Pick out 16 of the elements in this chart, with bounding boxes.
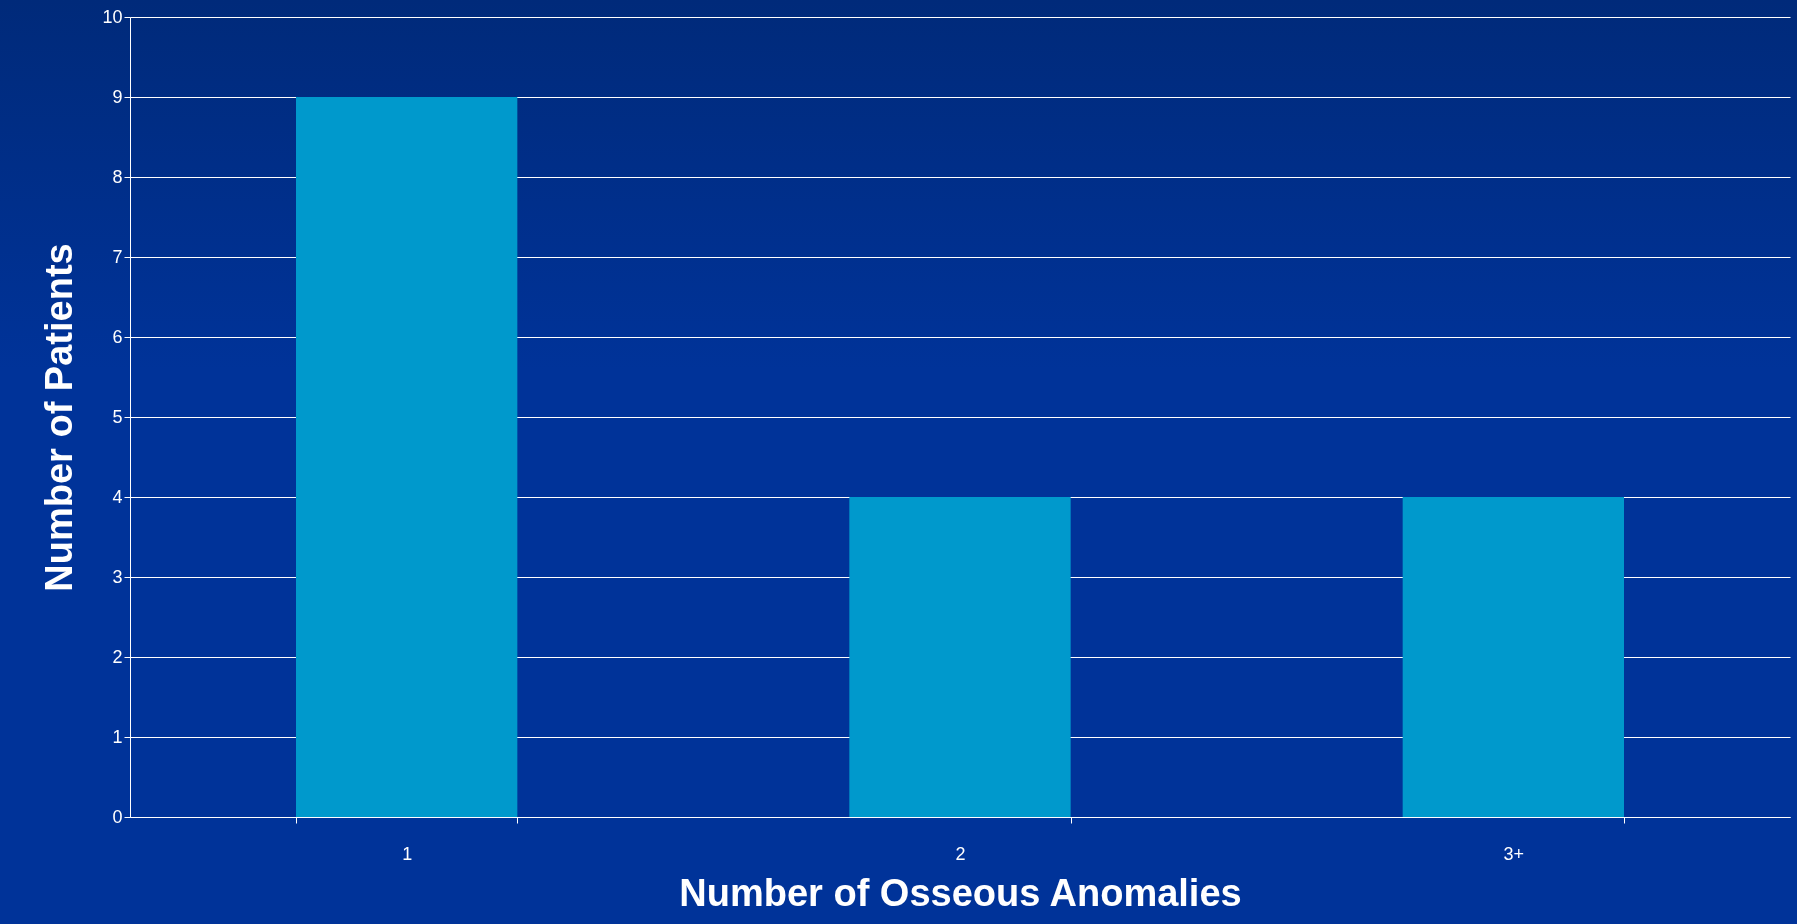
x-axis-title: Number of Osseous Anomalies: [679, 871, 1242, 914]
y-tick-label: 3: [112, 566, 123, 587]
y-tick-label: 6: [112, 326, 123, 347]
x-tick-label: 3+: [1503, 843, 1525, 864]
y-tick-label: 2: [112, 646, 123, 667]
y-tick-label: 1: [112, 726, 123, 747]
y-tick-label: 4: [112, 486, 123, 507]
y-tick-label: 10: [102, 6, 123, 27]
y-tick-label: 9: [112, 86, 123, 107]
y-axis-title: Number of Patients: [38, 243, 81, 592]
y-tick-label: 8: [112, 166, 123, 187]
y-tick-label: 5: [112, 406, 123, 427]
y-tick-label: 7: [112, 246, 123, 267]
y-tick-label: 0: [112, 806, 123, 827]
x-tick-label: 1: [402, 843, 413, 864]
x-tick-label: 2: [955, 843, 966, 864]
